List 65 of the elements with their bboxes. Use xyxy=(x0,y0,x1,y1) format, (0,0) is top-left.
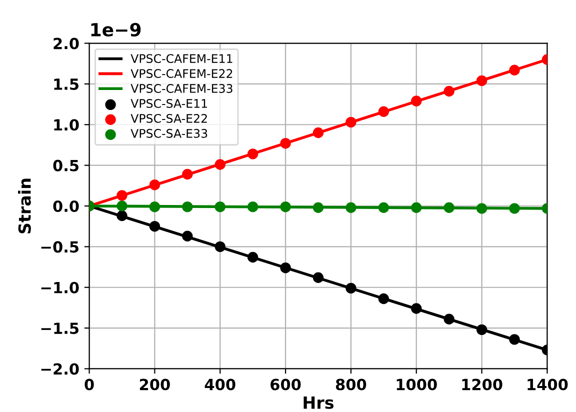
point xyxy=(444,202,454,213)
point xyxy=(378,293,390,304)
point xyxy=(509,64,520,76)
legend-label: VPSC-SA-E33 xyxy=(130,128,208,138)
legend-label: VPSC-CAFEM-E22 xyxy=(130,69,232,78)
y-axis-title: Strain xyxy=(18,178,31,234)
point xyxy=(116,190,128,201)
point xyxy=(280,201,291,212)
point xyxy=(247,148,258,160)
point xyxy=(247,201,258,212)
point xyxy=(182,168,193,180)
y-tick-label: 1.0 xyxy=(54,119,79,131)
point xyxy=(346,202,356,213)
point xyxy=(247,252,258,263)
x-tick-label: 0 xyxy=(84,378,94,390)
point xyxy=(149,201,160,212)
x-tick-label: 600 xyxy=(270,378,301,390)
legend-label: VPSC-CAFEM-E33 xyxy=(130,84,232,93)
point xyxy=(509,203,520,214)
point xyxy=(444,314,454,324)
point xyxy=(509,334,520,345)
point xyxy=(444,86,454,97)
y-tick-label: −1.0 xyxy=(41,282,79,294)
point xyxy=(182,201,193,212)
point xyxy=(476,203,488,214)
point xyxy=(116,210,128,222)
x-tick-label: 1200 xyxy=(462,378,502,390)
point xyxy=(411,303,422,314)
point xyxy=(214,201,226,212)
point xyxy=(312,202,324,213)
y-tick-label: −1.5 xyxy=(41,322,78,334)
x-tick-label: 400 xyxy=(204,378,236,390)
legend-label: VPSC-CAFEM-E11 xyxy=(130,54,232,64)
point xyxy=(378,202,390,213)
point xyxy=(312,272,324,283)
point xyxy=(346,116,356,128)
point xyxy=(312,127,324,138)
text: 1e−9 xyxy=(91,22,141,37)
point xyxy=(214,241,226,252)
x-tick-label: 800 xyxy=(336,378,366,390)
point xyxy=(476,75,488,86)
y-tick-label: −0.5 xyxy=(41,241,78,253)
point xyxy=(346,282,356,294)
point xyxy=(476,324,488,336)
x-tick-label: 200 xyxy=(140,378,170,390)
y-tick-label: 0.0 xyxy=(53,200,79,212)
legend-label: VPSC-SA-E22 xyxy=(130,114,207,123)
point xyxy=(280,262,291,274)
y-tick-label: −2.0 xyxy=(41,363,79,375)
y-tick-label: 1.5 xyxy=(54,78,78,90)
x-axis-title: Hrs xyxy=(304,396,334,409)
x-tick-label: 1000 xyxy=(396,378,437,390)
point xyxy=(116,200,128,212)
y-tick-label: 0.5 xyxy=(53,160,78,172)
point xyxy=(411,96,422,106)
point xyxy=(149,179,160,190)
legend-label: VPSC-SA-E11 xyxy=(130,98,207,108)
point xyxy=(378,106,390,117)
y-tick-label: 2.0 xyxy=(54,38,79,50)
point xyxy=(149,220,160,232)
point xyxy=(280,138,291,149)
x-tick-label: 1400 xyxy=(528,378,568,390)
point xyxy=(182,230,193,242)
point xyxy=(214,159,226,170)
point xyxy=(411,202,422,213)
